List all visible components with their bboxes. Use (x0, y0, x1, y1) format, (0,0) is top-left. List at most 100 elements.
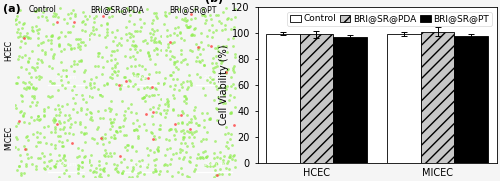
Point (152, 41, 160, 43)
Point (60, 157, 68, 160)
Point (148, 93, 156, 96)
Point (94, 163, 102, 166)
Point (164, 34, 172, 37)
Point (140, 86, 148, 89)
Point (64, 43, 72, 46)
Point (18, 27, 26, 30)
Point (186, 161, 194, 164)
Point (86, 158, 94, 161)
Point (18, 160, 25, 163)
Point (89, 29, 97, 31)
Point (58, 144, 66, 147)
Point (169, 152, 177, 155)
Point (108, 73, 116, 75)
Point (44, 160, 52, 163)
Point (102, 46, 110, 49)
Point (113, 164, 121, 167)
Point (110, 134, 118, 136)
Point (170, 134, 178, 136)
Point (80, 19, 88, 22)
Point (131, 47, 139, 50)
Point (98, 66, 106, 68)
Point (98, 168, 106, 171)
Point (134, 135, 142, 138)
Point (143, 165, 151, 168)
Point (76, 122, 84, 125)
Point (54, 73, 62, 76)
Point (122, 26, 130, 28)
Point (90, 137, 98, 140)
Point (170, 87, 178, 90)
Point (150, 94, 158, 97)
Point (22, 148, 30, 150)
Point (21, 82, 29, 85)
Point (74, 146, 82, 149)
Point (186, 25, 194, 28)
Point (24, 71, 32, 74)
Point (210, 156, 218, 159)
Point (191, 105, 199, 108)
Point (37, 58, 45, 61)
Point (88, 96, 96, 99)
Point (35, 77, 43, 80)
Point (191, 16, 199, 19)
Point (38, 14, 46, 17)
Point (50, 164, 58, 167)
Point (80, 80, 88, 83)
Point (213, 119, 221, 122)
Point (190, 109, 198, 112)
Point (104, 16, 112, 18)
Point (190, 169, 198, 172)
Point (139, 39, 147, 42)
Point (190, 33, 198, 36)
Point (58, 105, 66, 108)
Point (38, 76, 46, 79)
Text: 200 μm: 200 μm (130, 75, 150, 80)
Point (54, 89, 62, 92)
Point (227, 132, 235, 135)
Point (146, 57, 154, 60)
Point (78, 21, 86, 24)
Point (124, 85, 132, 87)
Point (114, 70, 122, 72)
Point (61, 159, 69, 161)
Point (104, 7, 112, 10)
Point (101, 35, 109, 38)
Point (80, 131, 88, 134)
Point (180, 99, 188, 102)
Point (94, 87, 102, 90)
Point (14, 122, 22, 125)
Point (66, 17, 74, 20)
Point (206, 118, 214, 121)
Point (48, 34, 56, 37)
Point (132, 45, 140, 48)
Point (136, 171, 144, 174)
Point (100, 168, 108, 171)
Point (125, 79, 133, 82)
Point (213, 65, 221, 68)
Point (180, 38, 188, 41)
Point (77, 41, 85, 44)
Point (170, 62, 177, 65)
Point (152, 170, 160, 172)
Point (57, 50, 65, 52)
Point (204, 43, 212, 46)
Point (229, 66, 237, 69)
Point (230, 65, 238, 68)
Point (18, 56, 25, 59)
Point (112, 130, 120, 133)
Point (42, 35, 50, 38)
Point (92, 76, 100, 79)
Point (78, 160, 86, 163)
Point (193, 72, 201, 75)
Point (156, 136, 164, 139)
Point (124, 9, 132, 11)
Point (90, 81, 98, 84)
Bar (300, 35, 333, 163)
Point (120, 113, 128, 116)
Point (128, 145, 136, 148)
Point (34, 115, 42, 117)
Point (160, 23, 168, 26)
Point (184, 86, 192, 89)
Point (166, 33, 174, 36)
